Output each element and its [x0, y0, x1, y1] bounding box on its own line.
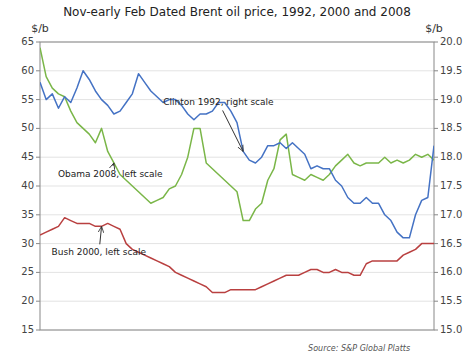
chart: 15 20 25 30 35 40 45 50 55 60 65 15.0 15.5 16.0 16.5 17… — [0, 0, 474, 358]
lines — [40, 48, 434, 293]
grid — [40, 42, 434, 330]
y-tick-label: 30 — [21, 238, 34, 249]
y2-axis: 15.0 15.5 16.0 16.5 17.0 17.5 18.0 18.5 19.0 19.5… — [434, 36, 462, 335]
y2-tick-label: 16.5 — [440, 238, 462, 249]
y2-tick — [434, 330, 438, 331]
y-tick-label: 55 — [21, 94, 34, 105]
series-line — [40, 48, 434, 221]
y2-tick-label: 15.5 — [440, 295, 462, 306]
y-tick — [36, 186, 40, 187]
y-tick-label: 65 — [21, 36, 34, 47]
y2-tick-label: 17.0 — [440, 209, 462, 220]
grid-line — [40, 272, 434, 273]
grid-line — [40, 70, 434, 71]
y2-tick — [434, 157, 438, 158]
grid-line — [40, 128, 434, 129]
y-tick — [36, 70, 40, 71]
y2-tick — [434, 70, 438, 71]
y2-tick-label: 16.0 — [440, 266, 462, 277]
y2-tick — [434, 272, 438, 273]
title: Nov-early Feb Dated Brent oil price, 199… — [63, 5, 411, 19]
y-tick — [36, 128, 40, 129]
grid-line — [40, 214, 434, 215]
annotation-arrow — [100, 226, 102, 244]
y2-tick — [434, 243, 438, 244]
y2-tick — [434, 214, 438, 215]
y-axis-label: $/b — [31, 22, 49, 35]
y2-tick — [434, 301, 438, 302]
y-tick-label: 20 — [21, 295, 34, 306]
y-tick-label: 60 — [21, 65, 34, 76]
grid-line — [40, 301, 434, 302]
y2-axis-label: $/b — [425, 22, 443, 35]
annotation-text: Clinton 1992, right scale — [163, 97, 274, 107]
y-tick — [36, 272, 40, 273]
y-tick — [36, 214, 40, 215]
y-tick-label: 50 — [21, 122, 34, 133]
plot-frame — [40, 42, 434, 330]
y2-tick-label: 15.0 — [440, 324, 462, 335]
annotation-text: Obama 2008, left scale — [58, 169, 163, 179]
y-tick — [36, 243, 40, 244]
y2-tick-label: 20.0 — [440, 36, 462, 47]
y2-tick-label: 19.5 — [440, 65, 462, 76]
y-tick — [36, 42, 40, 43]
y2-tick-label: 18.0 — [440, 151, 462, 162]
y2-tick-label: 18.5 — [440, 122, 462, 133]
y-tick-label: 35 — [21, 209, 34, 220]
y-tick — [36, 301, 40, 302]
y2-tick — [434, 128, 438, 129]
grid-line — [40, 243, 434, 244]
y-tick — [36, 330, 40, 331]
y2-tick-label: 17.5 — [440, 180, 462, 191]
y-tick-label: 15 — [21, 324, 34, 335]
y2-tick — [434, 99, 438, 100]
grid-line — [40, 157, 434, 158]
y-axis: 15 20 25 30 35 40 45 50 55 60 65 — [21, 36, 40, 335]
y2-tick — [434, 42, 438, 43]
series-line — [40, 71, 434, 238]
y2-tick — [434, 186, 438, 187]
y-tick — [36, 99, 40, 100]
grid-line — [40, 186, 434, 187]
annotation-text: Bush 2000, left scale — [52, 247, 147, 257]
y-tick-label: 45 — [21, 151, 34, 162]
annotation-arrow — [112, 163, 114, 166]
y-tick-label: 40 — [21, 180, 34, 191]
y2-tick-label: 19.0 — [440, 94, 462, 105]
annotation-arrow — [223, 110, 244, 151]
y-tick-label: 25 — [21, 266, 34, 277]
annotations: Obama 2008, left scale Bush 2000, left sc… — [52, 97, 274, 257]
series-line — [40, 218, 434, 293]
source: Source: S&P Global Platts — [308, 344, 410, 353]
y-tick — [36, 157, 40, 158]
